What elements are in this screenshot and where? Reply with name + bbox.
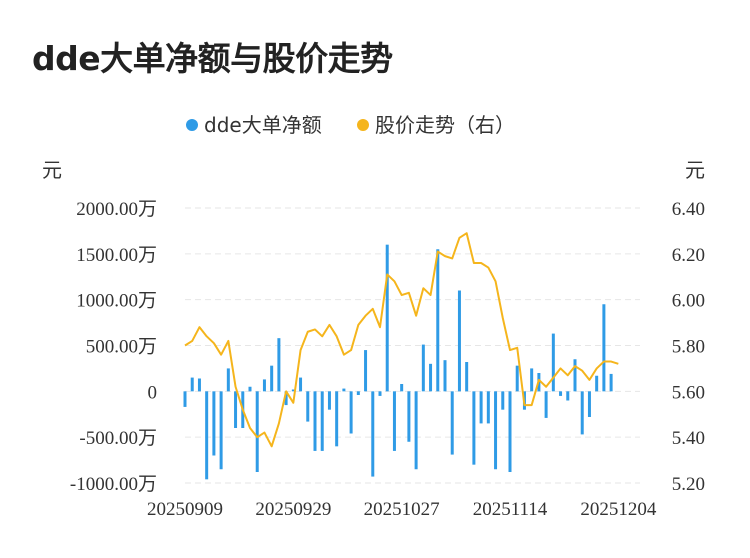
bar[interactable] (587, 391, 591, 417)
bar[interactable] (486, 391, 490, 424)
bar[interactable] (270, 365, 274, 392)
line-series (184, 232, 619, 448)
bar[interactable] (602, 304, 606, 392)
bar[interactable] (609, 373, 613, 392)
bar[interactable] (457, 290, 461, 392)
bar[interactable] (407, 391, 411, 442)
bar[interactable] (320, 391, 324, 451)
bar[interactable] (392, 391, 396, 451)
bar[interactable] (335, 391, 339, 447)
left-tick-label: 2000.00万 (76, 199, 157, 220)
bar[interactable] (494, 391, 498, 470)
bar[interactable] (551, 333, 555, 392)
bar[interactable] (450, 391, 454, 455)
left-tick-label: 1000.00万 (76, 291, 157, 312)
gridlines (185, 207, 640, 484)
x-tick-label: 20250909 (147, 499, 223, 520)
bar[interactable] (465, 362, 469, 392)
bar[interactable] (356, 391, 360, 395)
bar[interactable] (371, 391, 375, 477)
bar[interactable] (190, 377, 194, 392)
right-axis-labels: 6.40 6.20 6.00 5.80 5.60 5.40 5.20 (672, 199, 705, 495)
legend-label-dde: dde大单净额 (204, 113, 322, 137)
bar[interactable] (544, 391, 548, 418)
bar[interactable] (327, 391, 331, 410)
x-axis-labels: 20250909 20250929 20251027 20251114 20251204 (147, 499, 657, 520)
legend-label-price: 股价走势（右） (375, 113, 515, 137)
bar[interactable] (306, 391, 310, 422)
bar[interactable] (234, 391, 238, 428)
x-tick-label: 20251204 (580, 499, 657, 520)
bar[interactable] (573, 359, 577, 392)
bar[interactable] (313, 391, 317, 451)
bar[interactable] (197, 378, 201, 392)
bar[interactable] (226, 368, 230, 392)
chart-title: dde大单净额与股价走势 (32, 39, 393, 78)
bar[interactable] (248, 386, 252, 392)
bar[interactable] (595, 375, 599, 392)
left-tick-label: 500.00万 (86, 337, 157, 358)
bar-series (183, 244, 613, 480)
bar[interactable] (479, 391, 483, 424)
right-tick-label: 6.00 (672, 291, 705, 312)
left-tick-label: -1000.00万 (70, 474, 157, 495)
bar[interactable] (515, 365, 519, 392)
bar[interactable] (508, 391, 512, 472)
bar[interactable] (364, 350, 368, 392)
bar[interactable] (255, 391, 259, 472)
legend[interactable]: dde大单净额 股价走势（右） (186, 113, 515, 137)
left-tick-label: -500.00万 (79, 428, 157, 449)
bar[interactable] (349, 391, 353, 434)
bar[interactable] (566, 391, 570, 401)
x-tick-label: 20251114 (473, 499, 548, 520)
left-tick-label: 0 (148, 382, 158, 403)
bar[interactable] (284, 391, 288, 406)
bar[interactable] (421, 344, 425, 392)
bar[interactable] (299, 377, 303, 392)
right-tick-label: 5.60 (672, 382, 705, 403)
bar[interactable] (378, 391, 382, 396)
left-tick-label: 1500.00万 (76, 245, 157, 266)
bar[interactable] (277, 338, 281, 392)
legend-marker-price (357, 119, 369, 131)
bar[interactable] (443, 360, 447, 392)
bar[interactable] (342, 388, 346, 392)
bar[interactable] (501, 391, 505, 410)
bar[interactable] (183, 391, 187, 407)
price-line[interactable] (184, 232, 619, 448)
bar[interactable] (262, 379, 266, 392)
bar[interactable] (385, 244, 389, 392)
bar[interactable] (429, 363, 433, 392)
bar[interactable] (580, 391, 584, 435)
bar[interactable] (414, 391, 418, 470)
bar[interactable] (212, 391, 216, 456)
bar[interactable] (205, 391, 209, 480)
right-tick-label: 5.20 (672, 474, 705, 495)
right-tick-label: 5.40 (672, 428, 705, 449)
x-tick-label: 20250929 (255, 499, 331, 520)
right-tick-label: 5.80 (672, 337, 705, 358)
bar[interactable] (530, 368, 534, 392)
bar[interactable] (291, 389, 295, 392)
bar[interactable] (472, 391, 476, 465)
right-tick-label: 6.40 (672, 199, 705, 220)
x-tick-label: 20251027 (364, 499, 440, 520)
bar[interactable] (436, 249, 440, 392)
left-axis-unit: 元 (42, 158, 62, 182)
right-axis-unit: 元 (685, 158, 705, 182)
right-tick-label: 6.20 (672, 245, 705, 266)
bar[interactable] (219, 391, 223, 470)
left-axis-labels: 2000.00万 1500.00万 1000.00万 500.00万 0 -500.00万… (70, 199, 157, 495)
bar[interactable] (400, 384, 404, 392)
bar[interactable] (559, 391, 563, 396)
legend-marker-dde (186, 119, 198, 131)
